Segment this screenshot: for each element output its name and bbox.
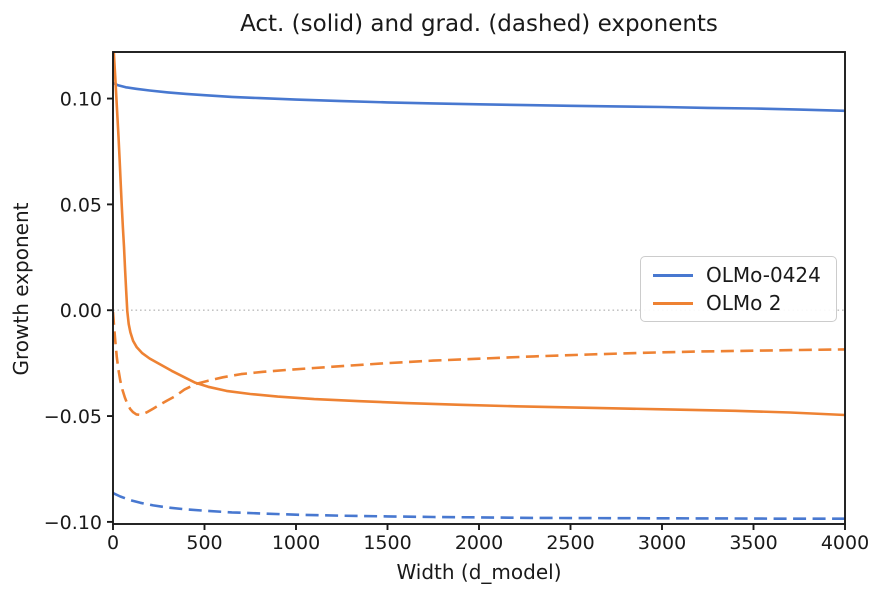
legend-line-sample-olmo-2 — [653, 301, 693, 305]
x-tick-label: 500 — [186, 532, 222, 554]
legend-item-olmo-0424: OLMo-0424 — [653, 263, 826, 287]
y-tick-label: −0.05 — [44, 406, 102, 428]
x-axis: 0 500 1000 1500 2000 2500 3000 3500 4000 — [107, 524, 869, 554]
legend-label-olmo-2: OLMo 2 — [706, 291, 782, 315]
x-tick-label: 0 — [107, 532, 119, 554]
x-axis-label: Width (d_model) — [396, 560, 562, 584]
y-tick-label: 0.05 — [60, 194, 102, 216]
series-line-gradient-2 — [113, 491, 845, 520]
chart-title: Act. (solid) and grad. (dashed) exponent… — [240, 11, 718, 37]
x-tick-label: 1000 — [272, 532, 320, 554]
x-tick-label: 1500 — [363, 532, 411, 554]
y-axis: 0.10 0.05 0.00 −0.05 −0.10 — [44, 89, 113, 534]
y-axis-label: Growth exponent — [9, 202, 33, 376]
x-tick-label: 4000 — [821, 532, 869, 554]
x-tick-label: 2500 — [546, 532, 594, 554]
series-group — [113, 52, 845, 520]
x-tick-label: 2000 — [455, 532, 503, 554]
y-tick-label: −0.10 — [44, 512, 102, 534]
x-tick-label: 3500 — [729, 532, 777, 554]
legend-line-sample-olmo-0424 — [653, 273, 693, 277]
y-tick-label: 0.00 — [60, 300, 102, 322]
series-line-gradient-3 — [113, 311, 845, 417]
y-tick-label: 0.10 — [60, 89, 102, 111]
legend: OLMo-0424 OLMo 2 — [640, 256, 837, 322]
series-line-activation-0 — [113, 81, 845, 113]
legend-item-olmo-2: OLMo 2 — [653, 291, 826, 315]
legend-label-olmo-0424: OLMo-0424 — [706, 263, 821, 287]
series-line-activation-1 — [113, 52, 845, 417]
x-tick-label: 3000 — [638, 532, 686, 554]
